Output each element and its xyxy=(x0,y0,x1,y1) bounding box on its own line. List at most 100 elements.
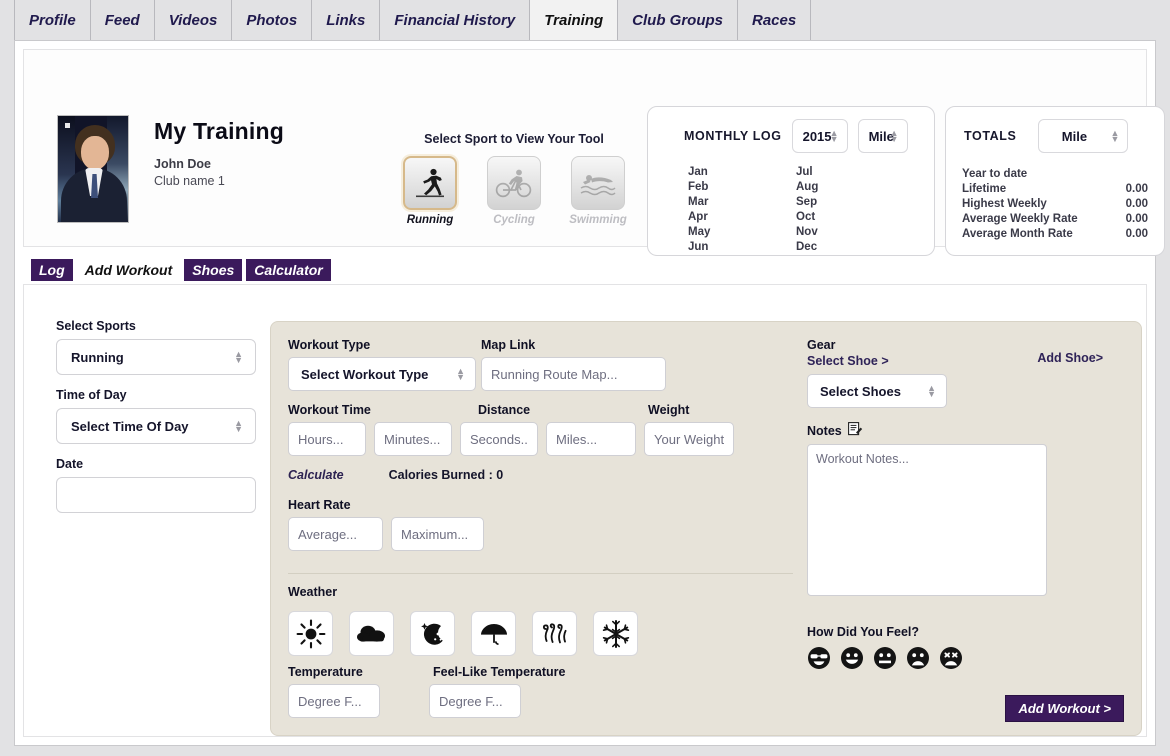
monthly-log-year-select[interactable]: 2015 ▲ ▼ xyxy=(791,119,848,153)
temperature-input[interactable] xyxy=(288,684,380,718)
weight-label: Weight xyxy=(648,403,690,417)
tab-shoes[interactable]: Shoes xyxy=(184,259,243,281)
totals-row: Average Month Rate 0.00 xyxy=(962,227,1148,242)
swimmer-icon xyxy=(571,156,625,210)
nav-item-feed[interactable]: Feed xyxy=(91,0,155,40)
face-neutral-icon[interactable] xyxy=(873,646,897,673)
wind-icon[interactable] xyxy=(532,611,577,656)
time-of-day-dropdown[interactable]: Select Time Of Day ▲ ▼ xyxy=(56,408,256,444)
sport-label-swimming: Swimming xyxy=(569,214,627,226)
totals-label: Highest Weekly xyxy=(962,198,1047,210)
nav-item-profile[interactable]: Profile xyxy=(14,0,91,40)
nav-label: Training xyxy=(544,11,604,29)
hours-input[interactable] xyxy=(288,422,366,456)
totals-title: TOTALS xyxy=(964,129,1017,143)
sport-option-cycling[interactable]: Cycling xyxy=(483,156,545,226)
minutes-input[interactable] xyxy=(374,422,452,456)
map-link-input[interactable] xyxy=(481,357,666,391)
select-sports-label: Select Sports xyxy=(56,319,136,333)
chevron-updown-icon: ▲ ▼ xyxy=(456,366,465,382)
sport-option-running[interactable]: Running xyxy=(399,156,461,226)
monthly-log-panel: MONTHLY LOG 2015 ▲ ▼ Mile ▲ ▼ Jan Feb Mar … xyxy=(647,106,935,256)
snowflake-icon[interactable] xyxy=(593,611,638,656)
nav-label: Financial History xyxy=(394,11,516,29)
nav-label: Races xyxy=(751,11,797,29)
main-card: My Training John Doe Club name 1 Select … xyxy=(14,40,1165,746)
sport-option-swimming[interactable]: Swimming xyxy=(567,156,629,226)
face-sad-icon[interactable] xyxy=(906,646,930,673)
page-title: My Training xyxy=(154,118,284,144)
chevron-updown-icon: ▲ ▼ xyxy=(829,128,839,144)
nav-item-videos[interactable]: Videos xyxy=(155,0,233,40)
totals-unit-select[interactable]: Mile ▲ ▼ xyxy=(1038,119,1129,153)
heart-rate-label: Heart Rate xyxy=(288,498,351,512)
month-item[interactable]: Jun xyxy=(688,241,709,253)
nav-label: Videos xyxy=(168,11,218,29)
month-item[interactable]: May xyxy=(688,226,711,238)
select-sports-value: Running xyxy=(71,349,124,365)
nav-item-financial-history[interactable]: Financial History xyxy=(380,0,531,40)
month-item[interactable]: Feb xyxy=(688,181,709,193)
select-sports-dropdown[interactable]: Running ▲ ▼ xyxy=(56,339,256,375)
workout-notes-textarea[interactable] xyxy=(807,444,1047,596)
face-happy-icon[interactable] xyxy=(840,646,864,673)
add-workout-button[interactable]: Add Workout > xyxy=(1005,695,1124,722)
add-workout-form: Workout Type Select Workout Type ▲ ▼ Map … xyxy=(270,321,1142,736)
face-cool-icon[interactable] xyxy=(807,646,831,673)
month-item[interactable]: Nov xyxy=(796,226,818,238)
nav-item-club-groups[interactable]: Club Groups xyxy=(618,0,738,40)
tab-calculator[interactable]: Calculator xyxy=(246,259,331,281)
nav-item-photos[interactable]: Photos xyxy=(232,0,313,40)
weight-input[interactable] xyxy=(644,422,734,456)
date-input[interactable] xyxy=(56,477,256,513)
nav-item-races[interactable]: Races xyxy=(738,0,812,40)
face-dead-icon[interactable] xyxy=(939,646,963,673)
sun-icon[interactable] xyxy=(288,611,333,656)
notes-label: Notes xyxy=(807,423,842,438)
months-column-1: Jan Feb Mar Apr May Jun xyxy=(688,165,796,255)
miles-input[interactable] xyxy=(546,422,636,456)
totals-row: Lifetime 0.00 xyxy=(962,182,1148,197)
profile-header: My Training John Doe Club name 1 Select … xyxy=(23,49,1165,256)
feel-like-temperature-input[interactable] xyxy=(429,684,521,718)
nav-item-training[interactable]: Training xyxy=(530,0,619,40)
heart-rate-average-input[interactable] xyxy=(288,517,383,551)
night-moon-icon[interactable] xyxy=(410,611,455,656)
heart-rate-maximum-input[interactable] xyxy=(391,517,484,551)
totals-row: Highest Weekly 0.00 xyxy=(962,197,1148,212)
content-area: Select Sports Running ▲ ▼ Time of Day Sel… xyxy=(23,284,1147,737)
totals-unit-value: Mile xyxy=(1061,128,1088,144)
nav-label: Profile xyxy=(29,11,76,29)
cloud-icon[interactable] xyxy=(349,611,394,656)
seconds-input[interactable] xyxy=(460,422,538,456)
workout-type-dropdown[interactable]: Select Workout Type ▲ ▼ xyxy=(288,357,476,391)
note-edit-icon xyxy=(847,422,863,439)
select-shoes-dropdown[interactable]: Select Shoes ▲ ▼ xyxy=(807,374,947,408)
calculate-link[interactable]: Calculate xyxy=(288,468,344,482)
select-shoe-link[interactable]: Select Shoe > xyxy=(807,354,889,368)
month-item[interactable]: Sep xyxy=(796,196,818,208)
month-item[interactable]: Mar xyxy=(688,196,709,208)
form-left-column: Workout Type Select Workout Type ▲ ▼ Map … xyxy=(288,338,808,718)
nav-item-links[interactable]: Links xyxy=(312,0,381,40)
map-link-label: Map Link xyxy=(481,338,536,352)
month-item[interactable]: Jan xyxy=(688,166,708,178)
month-item[interactable]: Apr xyxy=(688,211,708,223)
month-item[interactable]: Jul xyxy=(796,166,813,178)
month-item[interactable]: Aug xyxy=(796,181,819,193)
month-item[interactable]: Dec xyxy=(796,241,818,253)
totals-list: Year to date Lifetime 0.00 Highest Weekly… xyxy=(962,167,1148,242)
add-shoe-link[interactable]: Add Shoe> xyxy=(1037,351,1103,365)
monthly-log-title: MONTHLY LOG xyxy=(684,129,782,143)
totals-label: Lifetime xyxy=(962,183,1007,195)
tab-add-workout[interactable]: Add Workout xyxy=(84,262,173,278)
section-divider xyxy=(288,573,793,574)
top-navigation: Profile Feed Videos Photos Links Financi… xyxy=(0,0,1170,40)
umbrella-rain-icon[interactable] xyxy=(471,611,516,656)
time-of-day-label: Time of Day xyxy=(56,388,127,402)
month-item[interactable]: Oct xyxy=(796,211,816,223)
monthly-log-unit-select[interactable]: Mile ▲ ▼ xyxy=(857,119,908,153)
form-right-column: Gear Select Shoe > Add Shoe> Select Shoe… xyxy=(807,338,1127,673)
tab-log[interactable]: Log xyxy=(31,259,73,281)
nav-label: Feed xyxy=(104,11,140,29)
